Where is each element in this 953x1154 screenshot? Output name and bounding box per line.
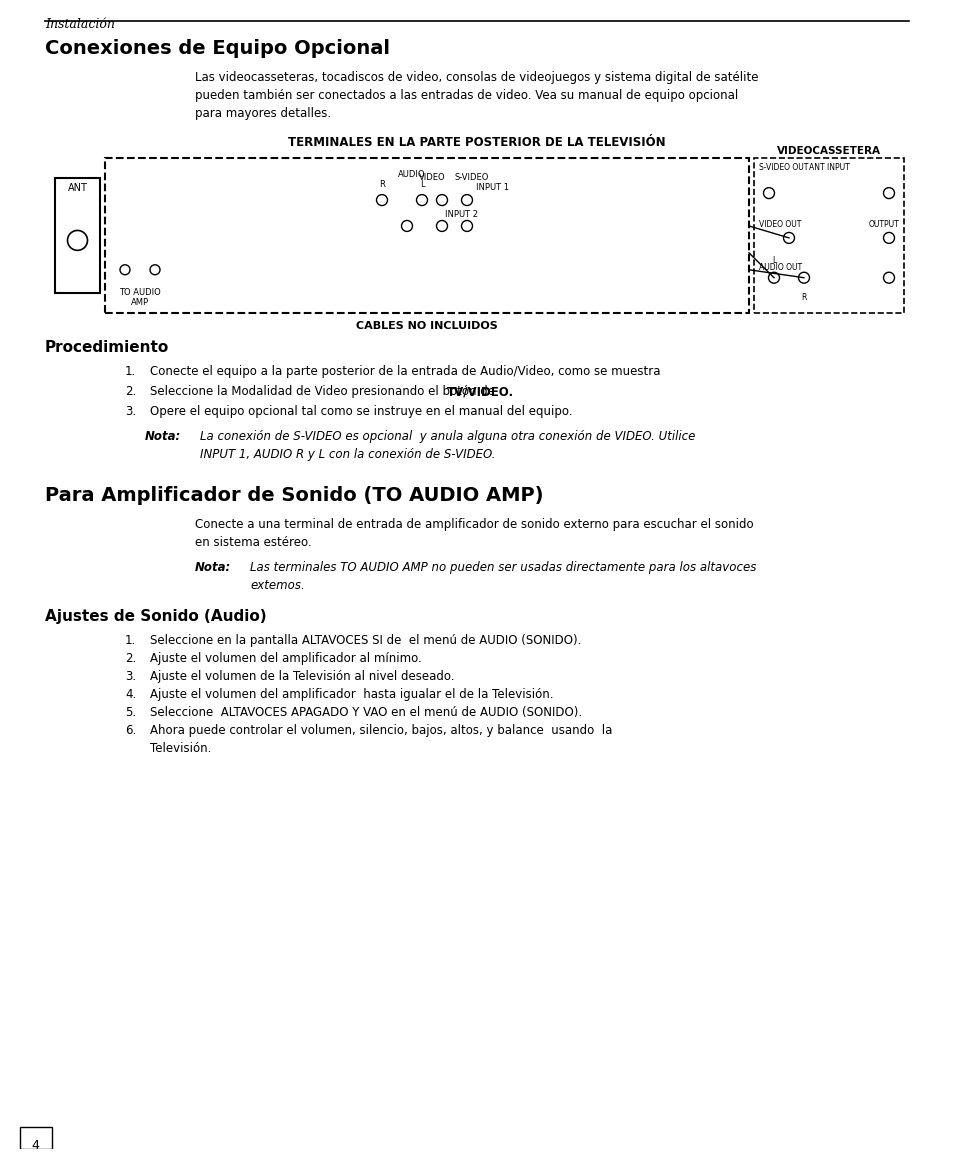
Bar xyxy=(20,1126,52,1148)
Text: R: R xyxy=(378,180,384,189)
Text: VIDEO OUT: VIDEO OUT xyxy=(759,220,801,228)
Text: 4.: 4. xyxy=(125,688,136,700)
Text: ANT: ANT xyxy=(68,183,88,193)
Text: OUTPUT: OUTPUT xyxy=(867,220,898,228)
Text: S-VIDEO OUT: S-VIDEO OUT xyxy=(759,163,807,172)
Text: La conexión de S-VIDEO es opcional  y anula alguna otra conexión de VIDEO. Utili: La conexión de S-VIDEO es opcional y anu… xyxy=(200,430,695,443)
Text: 2.: 2. xyxy=(125,385,136,398)
Text: Las videocasseteras, tocadiscos de video, consolas de videojuegos y sistema digi: Las videocasseteras, tocadiscos de video… xyxy=(194,70,758,84)
Text: Televisión.: Televisión. xyxy=(150,742,212,755)
Text: 5.: 5. xyxy=(125,706,136,719)
Text: para mayores detalles.: para mayores detalles. xyxy=(194,106,331,120)
Text: Ajustes de Sonido (Audio): Ajustes de Sonido (Audio) xyxy=(45,609,266,624)
Text: Nota:: Nota: xyxy=(145,430,181,443)
Text: ANT INPUT: ANT INPUT xyxy=(808,163,848,172)
Text: AUDIO OUT: AUDIO OUT xyxy=(759,263,801,272)
Text: 1.: 1. xyxy=(125,634,136,647)
Text: INPUT 1: INPUT 1 xyxy=(475,183,508,193)
Text: Conecte a una terminal de entrada de amplificador de sonido externo para escucha: Conecte a una terminal de entrada de amp… xyxy=(194,518,753,531)
Text: S-VIDEO: S-VIDEO xyxy=(455,173,489,182)
Text: Ajuste el volumen del amplificador  hasta igualar el de la Televisión.: Ajuste el volumen del amplificador hasta… xyxy=(150,688,553,700)
Text: 1.: 1. xyxy=(125,366,136,379)
Text: L: L xyxy=(771,256,776,264)
Text: Instalación: Instalación xyxy=(45,18,114,31)
Text: en sistema estéreo.: en sistema estéreo. xyxy=(194,535,312,548)
Text: 3.: 3. xyxy=(125,670,136,683)
Text: INPUT 1, AUDIO R y L con la conexión de S-VIDEO.: INPUT 1, AUDIO R y L con la conexión de … xyxy=(200,448,495,460)
Text: Nota:: Nota: xyxy=(194,561,231,575)
Text: Seleccione  ALTAVOCES APAGADO Y VAO en el menú de AUDIO (SONIDO).: Seleccione ALTAVOCES APAGADO Y VAO en el… xyxy=(150,706,581,719)
Text: Procedimiento: Procedimiento xyxy=(45,340,169,355)
Text: Para Amplificador de Sonido (TO AUDIO AMP): Para Amplificador de Sonido (TO AUDIO AM… xyxy=(45,486,543,504)
Text: TO AUDIO
AMP: TO AUDIO AMP xyxy=(119,287,161,307)
Text: VIDEOCASSETERA: VIDEOCASSETERA xyxy=(776,147,880,156)
Text: Ahora puede controlar el volumen, silencio, bajos, altos, y balance  usando  la: Ahora puede controlar el volumen, silenc… xyxy=(150,724,612,736)
Bar xyxy=(105,158,748,313)
Text: Ajuste el volumen del amplificador al mínimo.: Ajuste el volumen del amplificador al mí… xyxy=(150,652,421,665)
Text: TV/VIDEO.: TV/VIDEO. xyxy=(446,385,513,398)
Text: 4: 4 xyxy=(31,1139,39,1152)
Bar xyxy=(753,158,903,313)
Text: L: L xyxy=(419,180,424,189)
Text: Conecte el equipo a la parte posterior de la entrada de Audio/Video, como se mue: Conecte el equipo a la parte posterior d… xyxy=(150,366,659,379)
Text: Seleccione en la pantalla ALTAVOCES SI de  el menú de AUDIO (SONIDO).: Seleccione en la pantalla ALTAVOCES SI d… xyxy=(150,634,580,647)
Text: TERMINALES EN LA PARTE POSTERIOR DE LA TELEVISIÓN: TERMINALES EN LA PARTE POSTERIOR DE LA T… xyxy=(288,136,665,149)
Text: VIDEO: VIDEO xyxy=(418,173,445,182)
Text: Opere el equipo opcional tal como se instruye en el manual del equipo.: Opere el equipo opcional tal como se ins… xyxy=(150,405,572,418)
Text: pueden también ser conectados a las entradas de video. Vea su manual de equipo o: pueden también ser conectados a las entr… xyxy=(194,89,738,102)
Text: INPUT 2: INPUT 2 xyxy=(445,210,478,219)
Text: R: R xyxy=(801,293,806,301)
Text: AUDIO: AUDIO xyxy=(397,170,425,179)
Text: Las terminales TO AUDIO AMP no pueden ser usadas directamente para los altavoces: Las terminales TO AUDIO AMP no pueden se… xyxy=(250,561,756,575)
Text: 3.: 3. xyxy=(125,405,136,418)
Text: Conexiones de Equipo Opcional: Conexiones de Equipo Opcional xyxy=(45,39,390,58)
Text: 6.: 6. xyxy=(125,724,136,736)
Bar xyxy=(55,178,100,293)
Text: extemos.: extemos. xyxy=(250,579,304,592)
Text: 2.: 2. xyxy=(125,652,136,665)
Text: Seleccione la Modalidad de Video presionando el botón de: Seleccione la Modalidad de Video presion… xyxy=(150,385,498,398)
Text: CABLES NO INCLUIDOS: CABLES NO INCLUIDOS xyxy=(355,321,497,330)
Text: Ajuste el volumen de la Televisión al nivel deseado.: Ajuste el volumen de la Televisión al ni… xyxy=(150,670,454,683)
